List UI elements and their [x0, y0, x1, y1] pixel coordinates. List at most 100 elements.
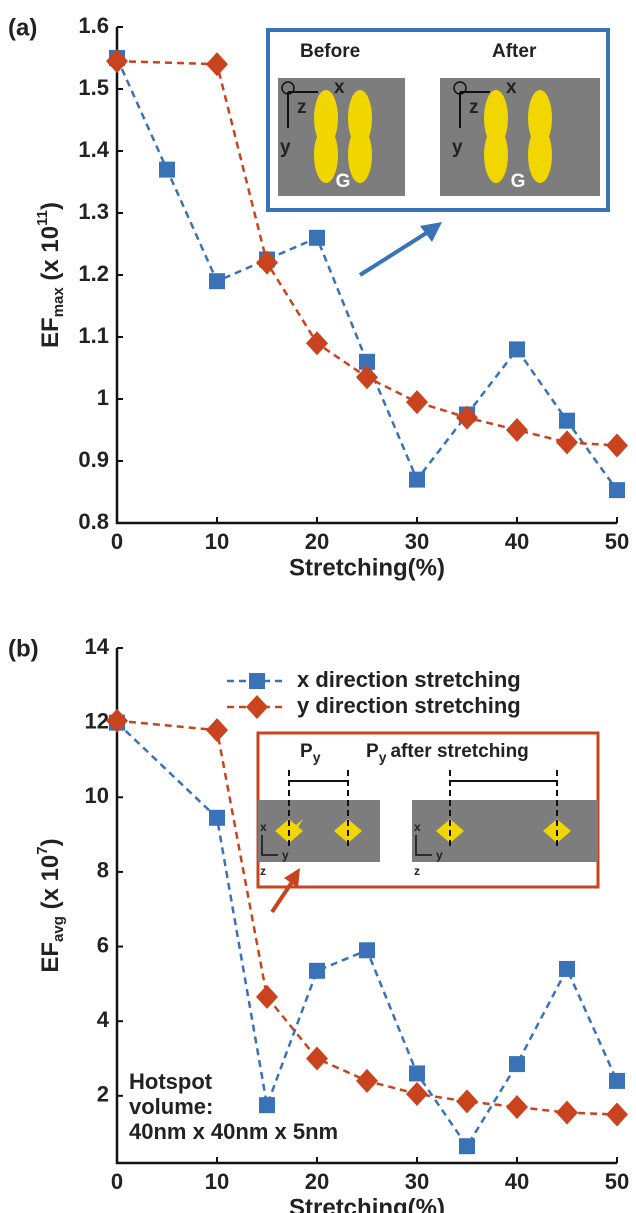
- inset-text: y: [379, 749, 387, 765]
- marker: [209, 273, 225, 290]
- inset-text: x: [334, 77, 345, 98]
- inset-text: Before: [300, 41, 360, 62]
- y-tick-label: 0.9: [78, 447, 109, 472]
- inset-text: z: [297, 97, 307, 118]
- y-axis-label: avg: [50, 916, 67, 942]
- inset-text: Py: [300, 741, 321, 765]
- series-line: [116, 721, 619, 1149]
- marker: [359, 942, 375, 959]
- y-axis-label: ): [37, 202, 64, 210]
- axis: [115, 27, 617, 525]
- marker: [406, 390, 428, 415]
- substrate: [278, 78, 405, 196]
- marker: [509, 341, 525, 358]
- x-tick-label: 0: [111, 1169, 123, 1194]
- inset-text: z: [260, 864, 266, 878]
- axes-icon: [281, 81, 295, 95]
- y-tick-label: 1.6: [78, 13, 109, 38]
- marker: [256, 984, 278, 1009]
- y-tick-label: 0.8: [78, 509, 109, 534]
- marker: [609, 482, 625, 499]
- inset-text: y: [436, 848, 443, 862]
- marker: [359, 353, 375, 370]
- legend-marker: [246, 695, 268, 719]
- antenna: [528, 127, 552, 183]
- y-tick-label: 1.5: [78, 75, 109, 100]
- inset-text: y: [280, 137, 291, 158]
- inset-text: y: [282, 848, 289, 862]
- inset-text: Py after stretching: [366, 741, 529, 765]
- guide: [288, 770, 558, 850]
- antenna: [484, 127, 508, 183]
- inset-text: y: [313, 749, 321, 765]
- y-axis-label: max: [50, 287, 67, 318]
- arrow-head: [420, 222, 442, 242]
- marker: [206, 718, 228, 743]
- y-tick-label: 8: [97, 858, 109, 883]
- y-axis-label: 11: [34, 210, 51, 226]
- marker: [309, 962, 325, 979]
- y-tick-label: 6: [97, 932, 109, 957]
- axis: [115, 648, 617, 1165]
- marker: [456, 1089, 478, 1114]
- marker: [356, 365, 378, 390]
- inset-text: G: [511, 171, 526, 192]
- arrow: [270, 880, 294, 914]
- axes-icon: [453, 81, 467, 95]
- marker: [459, 1138, 475, 1155]
- y-tick-label: 10: [85, 783, 109, 808]
- inset-text: y: [452, 137, 463, 158]
- marker: [559, 412, 575, 429]
- series-line: [115, 57, 619, 491]
- marker: [409, 471, 425, 488]
- x-tick-label: 40: [505, 1169, 529, 1194]
- inset-text: x: [414, 820, 421, 834]
- marker: [209, 809, 225, 826]
- inset-text: z: [414, 864, 420, 878]
- annotation: 40nm x 40nm x 5nm: [129, 1119, 338, 1144]
- marker: [256, 250, 278, 275]
- marker: [556, 1100, 578, 1125]
- marker: [356, 1068, 378, 1093]
- inset-a: Before After x x z z y y G G: [266, 28, 610, 277]
- marker: [559, 960, 575, 977]
- antenna: [314, 127, 338, 183]
- x-tick-label: 30: [405, 1169, 429, 1194]
- x-tick-label: 10: [205, 1169, 229, 1194]
- marker: [106, 708, 128, 733]
- marker: [509, 1056, 525, 1073]
- y-tick-label: 12: [85, 708, 109, 733]
- y-tick-label: 1.1: [78, 323, 109, 348]
- substrate: [440, 78, 600, 196]
- x-axis-label: Stretching(%): [289, 1194, 445, 1213]
- arrow-head: [284, 868, 300, 888]
- y-axis-label: 7: [34, 846, 51, 854]
- inset-text: x: [506, 77, 517, 98]
- marker: [259, 1097, 275, 1114]
- marker: [159, 161, 175, 178]
- y-tick-label: 1.3: [78, 199, 109, 224]
- x-tick-label: 50: [605, 1169, 629, 1194]
- y-axis-label: EF: [37, 317, 64, 348]
- x-tick-label: 50: [605, 529, 629, 554]
- legend-label: y direction stretching: [297, 693, 521, 718]
- series-line: [116, 719, 618, 1116]
- marker: [606, 1102, 628, 1127]
- marker: [309, 229, 325, 246]
- annotation: Hotspot: [129, 1069, 213, 1094]
- axes-icon: [261, 835, 432, 856]
- annotation: volume:: [129, 1094, 213, 1119]
- inset-text: P: [300, 741, 313, 762]
- y-tick-label: 1: [97, 385, 109, 410]
- inset-text: After: [492, 41, 537, 62]
- inset-text: after stretching: [390, 741, 528, 762]
- y-axis-label: EFavg (x 107): [34, 838, 67, 972]
- x-axis-label: Stretching(%): [289, 554, 445, 581]
- panel-label: (a): [8, 14, 37, 41]
- marker: [606, 433, 628, 458]
- marker: [506, 1095, 528, 1120]
- legend-label: x direction stretching: [297, 667, 521, 692]
- marker: [609, 1072, 625, 1089]
- x-tick-label: 30: [405, 529, 429, 554]
